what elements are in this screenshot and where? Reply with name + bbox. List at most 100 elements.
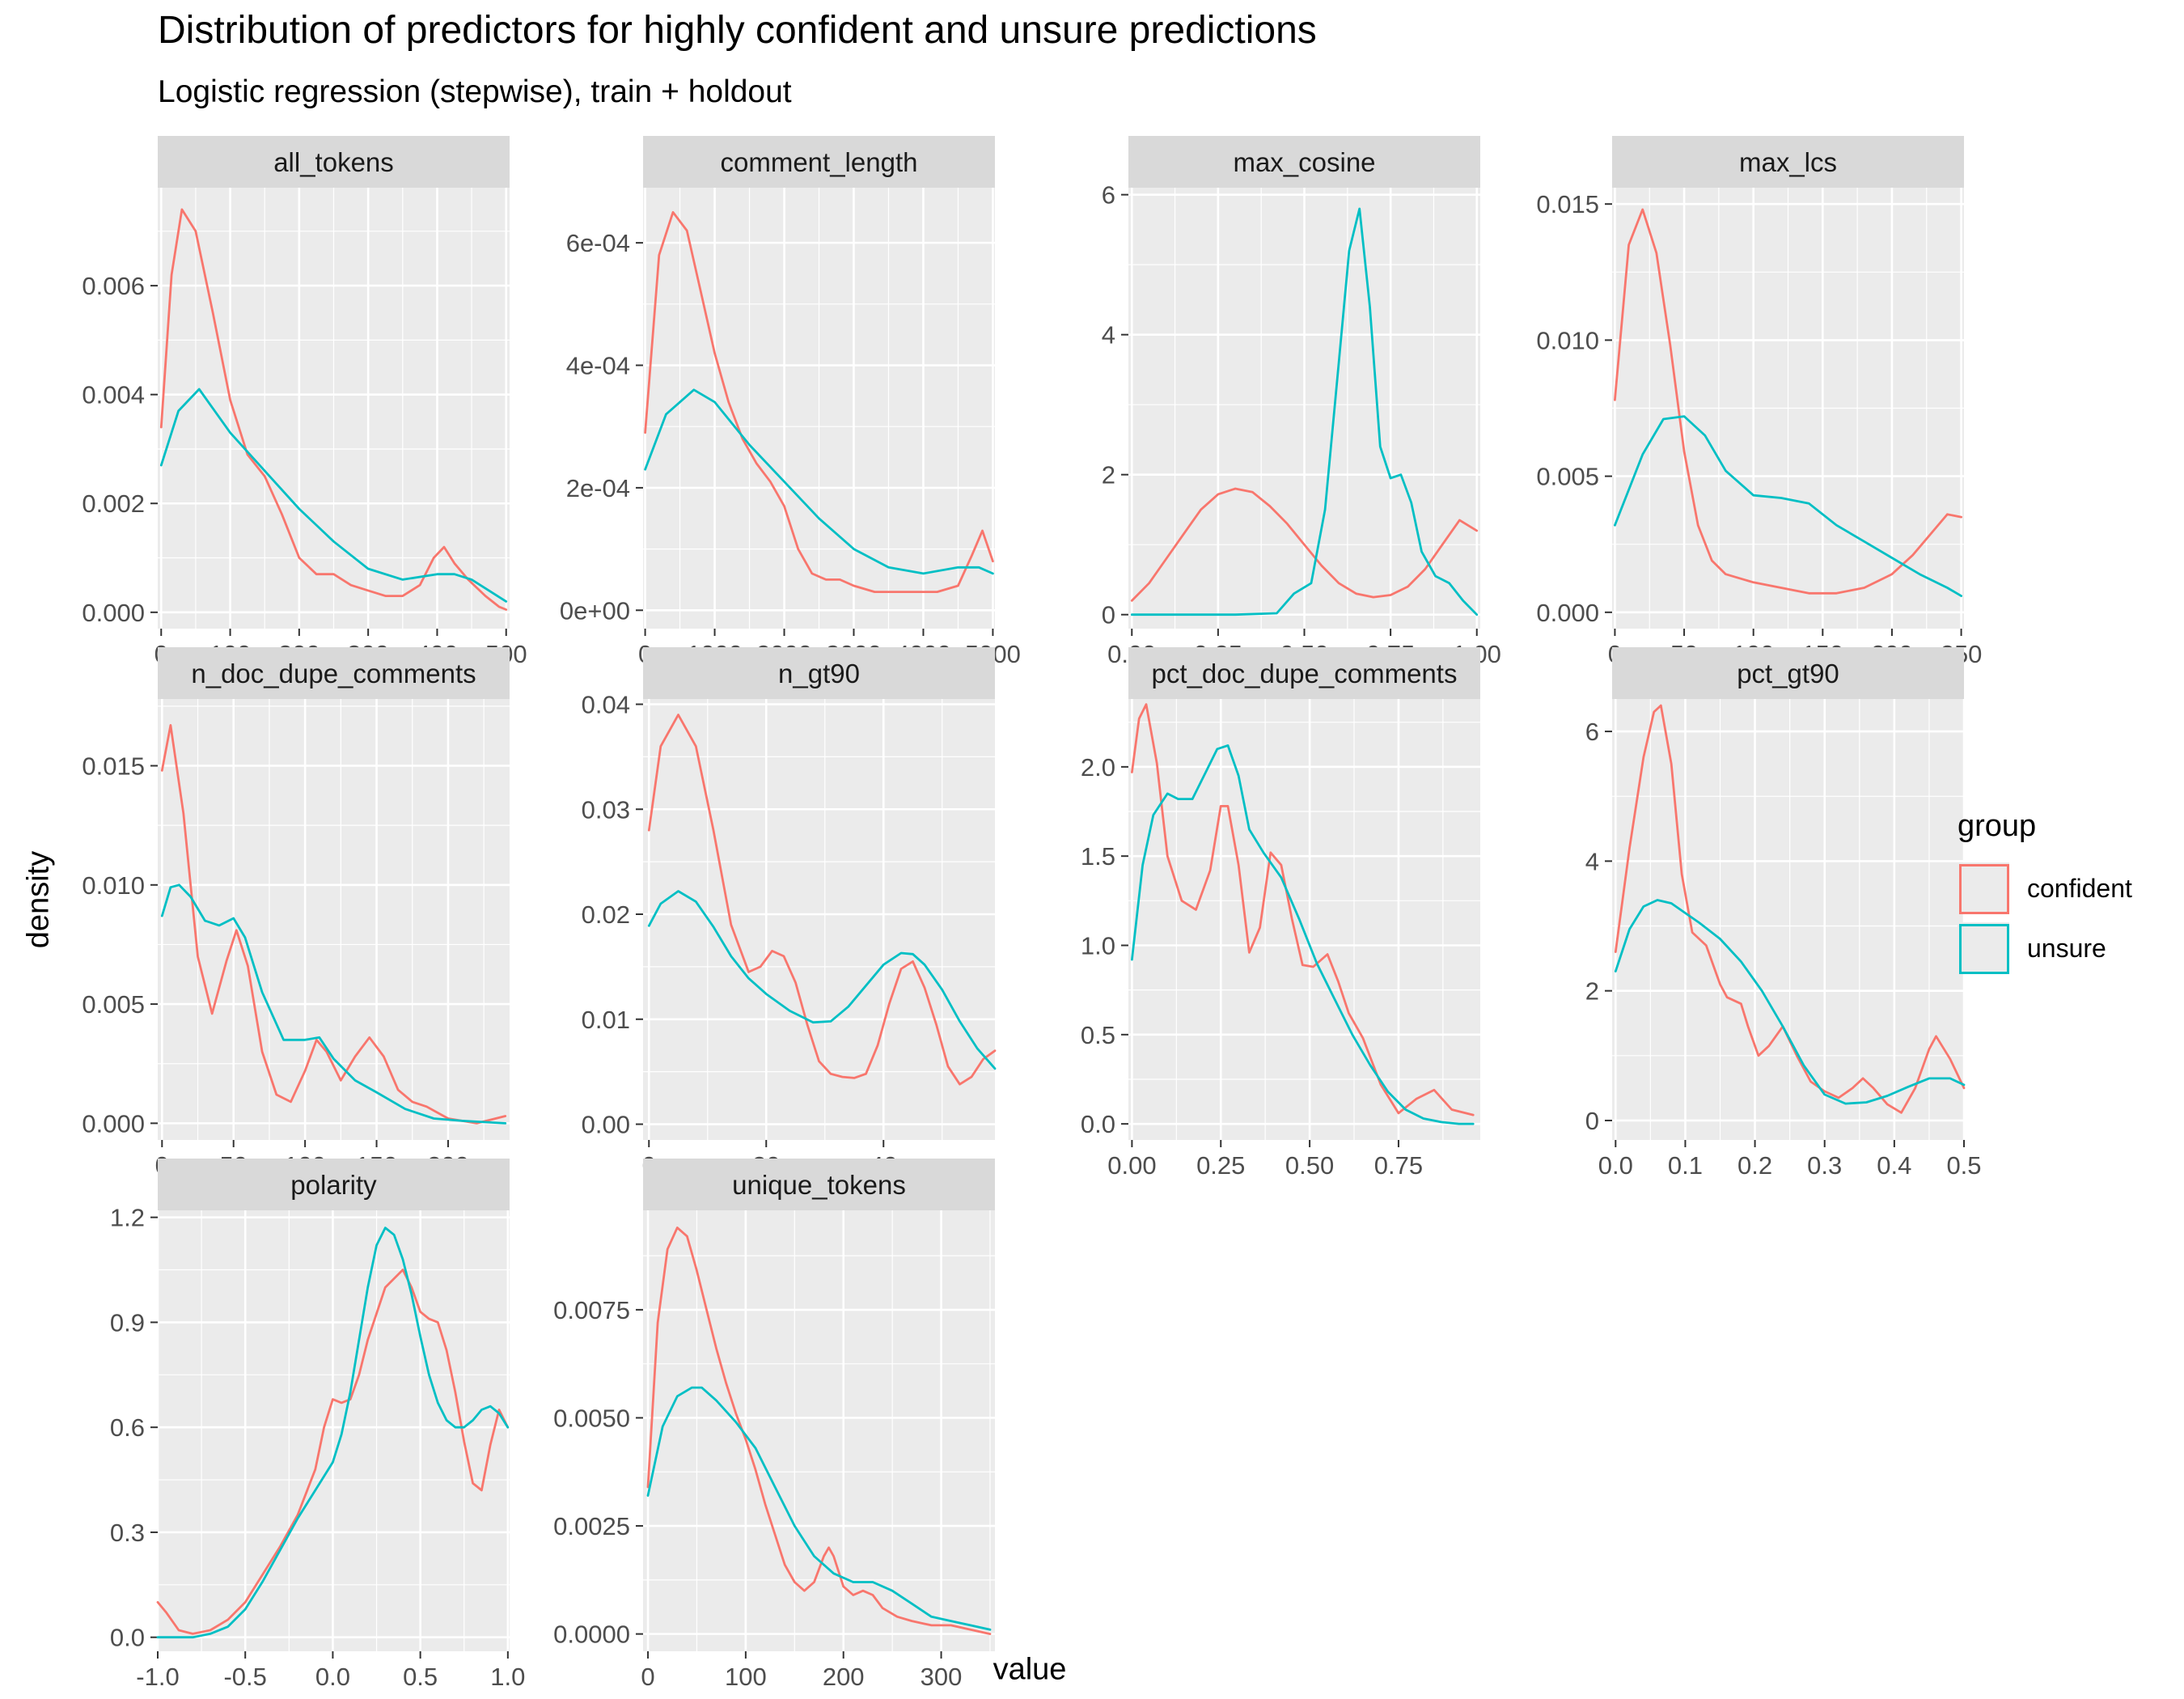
y-tick-label: 0.002 [82,489,145,518]
density-line-confident [644,210,994,593]
density-line-unsure [647,890,997,1070]
x-tick-label: 0.25 [1196,1151,1245,1180]
x-tick-label: 0.2 [1737,1151,1772,1180]
y-tick-label: 0.000 [1536,599,1599,627]
facet-strip-label: max_cosine [1233,147,1375,177]
y-tick-label: 4 [1102,321,1115,350]
facet-strip [643,1159,995,1210]
y-tick-label: 0.03 [582,795,630,824]
density-line-unsure [156,1227,510,1639]
y-tick-label: 0.0 [110,1624,145,1652]
density-line-unsure [646,1386,992,1631]
facet-strip-label: comment_length [721,147,918,177]
y-tick-label: 0.00 [582,1111,630,1139]
y-axis-title: density [21,850,56,949]
y-tick-label: 0.5 [1081,1021,1115,1049]
facet-strip [1612,647,1964,699]
panel-background [643,1210,995,1651]
page-title: Distribution of predictors for highly co… [158,9,1317,52]
y-tick-label: 0.0050 [553,1404,630,1432]
x-tick-label: 0.5 [403,1663,438,1691]
facet-unique_tokens: unique_tokens 0 100 200 300 0.0000 0.0025 0.005… [553,1159,995,1691]
y-tick-label: 0.004 [82,381,145,409]
x-tick-label: 200 [823,1663,865,1691]
y-tick-label: 0.0000 [553,1621,630,1649]
density-line-unsure [1614,899,1966,1105]
x-tick-label: -1.0 [136,1663,179,1691]
y-tick-label: 1.2 [110,1204,145,1232]
x-tick-label: 0.4 [1877,1151,1911,1180]
facet-strip-label: n_doc_dupe_comments [191,659,476,688]
y-tick-label: 0.3 [110,1519,145,1547]
y-tick-label: 0.0 [1081,1110,1115,1138]
density-line-confident [160,724,507,1125]
facet-pct_doc_dupe_comments: pct_doc_dupe_comments 0.00 0.25 0.50 0.75 0.0… [1081,647,1480,1180]
y-tick-label: 0.6 [110,1413,145,1442]
y-tick-label: 0.02 [582,900,630,929]
x-tick-label: 0.3 [1807,1151,1842,1180]
facet-polarity: polarity -1.0 -0.5 0.0 0.5 1.0 0.0 0.3 0.6 0.9 1.2 [110,1159,525,1691]
legend-item-unsure: unsure [1958,918,2132,978]
density-line-unsure [1131,744,1475,1125]
facet-strip [158,1159,510,1210]
legend-title: group [1958,809,2037,843]
y-tick-label: 2 [1102,461,1115,489]
x-tick-label: 0.50 [1285,1151,1334,1180]
legend-key-unsure [1958,922,2009,974]
legend-key-confident [1958,862,2009,914]
facet-strip [643,647,995,699]
panel-background [1128,699,1480,1140]
y-tick-label: 1.0 [1081,931,1115,960]
x-tick-label: 0 [641,1663,654,1691]
y-tick-label: 0.0025 [553,1512,630,1540]
density-line-unsure [1614,415,1963,597]
density-line-confident [1614,704,1966,1114]
y-tick-label: 0.010 [1536,326,1599,354]
facet-strip-label: all_tokens [273,147,394,177]
y-tick-label: 2e-04 [566,474,630,502]
legend: group confident unsure [1958,809,2132,978]
density-line-confident [156,1269,510,1635]
facet-max_lcs: max_lcs0501001502002500.0000.0050.0100.0… [1536,136,1982,668]
x-tick-label: 0.00 [1107,1151,1156,1180]
x-tick-label: 0.5 [1946,1151,1981,1180]
y-tick-label: 6 [1102,181,1115,210]
page-subtitle: Logistic regression (stepwise), train + … [158,74,792,109]
x-axis-title: value [993,1652,1067,1687]
facet-n_gt90: n_gt90020400.000.010.020.030.04 [582,647,997,1180]
y-tick-label: 6e-04 [566,229,630,257]
density-line-confident [1614,208,1963,595]
density-line-unsure [160,883,507,1125]
x-tick-label: 300 [921,1663,963,1691]
y-tick-label: 0.000 [82,599,145,627]
x-tick-label: 0.1 [1668,1151,1703,1180]
facet-strip [158,647,510,699]
facet-strip-label: n_gt90 [778,659,860,688]
facet-n_doc_dupe_comments: n_doc_dupe_comments0501001502000.0000.00… [82,647,510,1180]
y-tick-label: 0 [1102,601,1115,629]
facet-strip [1612,136,1964,188]
y-tick-label: 0.04 [582,690,630,718]
y-tick-label: 0.005 [82,990,145,1019]
y-tick-label: 0.000 [82,1109,145,1138]
y-tick-label: 6 [1585,718,1599,746]
y-tick-label: 0.0075 [553,1296,630,1324]
facet-strip-label: polarity [290,1170,377,1200]
density-line-unsure [1130,207,1479,616]
x-tick-label: 0.0 [315,1663,350,1691]
facet-strip [158,136,510,188]
x-tick-label: 0.75 [1374,1151,1423,1180]
x-tick-label: 1.0 [490,1663,525,1691]
x-tick-label: -0.5 [223,1663,266,1691]
density-line-confident [646,1227,992,1635]
facet-strip [1128,136,1480,188]
density-line-unsure [159,388,508,603]
density-line-confident [159,208,508,611]
density-line-confident [1131,703,1475,1116]
x-tick-label: 100 [725,1663,767,1691]
y-tick-label: 0.015 [82,752,145,780]
density-line-confident [1130,487,1479,602]
y-tick-label: 0.006 [82,272,145,300]
